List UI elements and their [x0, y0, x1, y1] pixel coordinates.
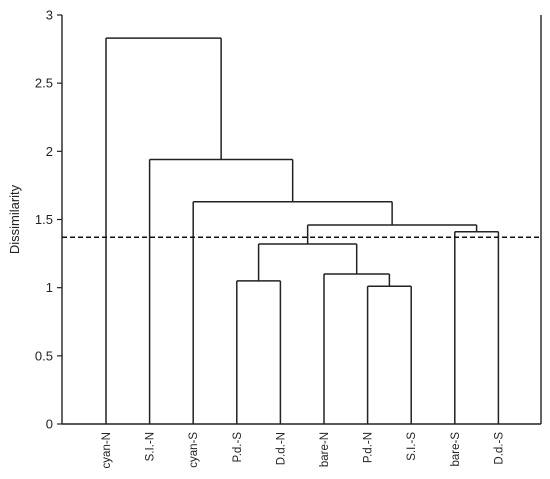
- leaf-label: cyan-N: [101, 432, 113, 468]
- y-axis-label: Dissimilarity: [7, 184, 22, 254]
- leaf-label: S.I.-N: [145, 432, 157, 461]
- axes: 0 0.5 1 1.5 2 2.5 3: [35, 8, 542, 432]
- leaf-label: P.d.-S: [232, 432, 244, 463]
- y-tick-label: 2: [46, 144, 53, 159]
- y-tick-label: 2.5: [35, 76, 53, 91]
- leaf-label: P.d.-N: [363, 432, 375, 463]
- y-tick-label: 1: [46, 280, 53, 295]
- leaf-label: bare-S: [450, 432, 462, 467]
- leaf-label: D.d.-S: [493, 432, 505, 465]
- y-tick-label: 0: [46, 417, 53, 432]
- y-tick-label: 3: [46, 8, 53, 23]
- leaf-label: cyan-S: [188, 432, 200, 468]
- leaf-labels: cyan-N S.I.-N cyan-S P.d.-S D.d.-N bare-N P.d.…: [101, 432, 505, 469]
- leaf-label: S.I.-S: [406, 432, 418, 461]
- leaf-label: bare-N: [319, 432, 331, 467]
- y-tick-label: 1.5: [35, 212, 53, 227]
- dendrogram-branches: [62, 37, 541, 424]
- leaf-label: D.d.-N: [275, 432, 287, 465]
- y-tick-label: 0.5: [35, 348, 53, 363]
